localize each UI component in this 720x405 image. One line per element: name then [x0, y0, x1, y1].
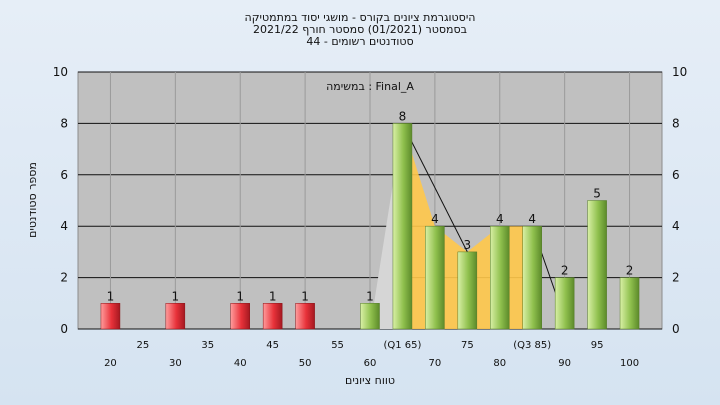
bar-value-label: 5: [593, 187, 601, 201]
x-tick-label-lower: 20: [104, 358, 117, 369]
y-axis-label: מספר סטודנטים: [26, 162, 39, 238]
x-tick-label-upper: (Q3 85): [513, 340, 551, 351]
y-tick-label-left: 8: [60, 116, 68, 130]
bar: [165, 303, 186, 330]
x-tick-label-upper: (Q1 65): [383, 340, 421, 351]
bar-value-label: 1: [236, 289, 244, 303]
x-tick-label-lower: 100: [620, 358, 639, 369]
bar: [425, 225, 445, 330]
bar: [522, 225, 542, 330]
bar: [554, 277, 575, 330]
bar: [100, 303, 121, 330]
trend-line: [401, 123, 468, 253]
y-tick-label-right: 6: [672, 168, 680, 182]
chart-title-line-2: בסמסטר (01/2021) סמסטר חורף 2021/22: [253, 23, 467, 36]
bar: [392, 123, 413, 330]
chart-annotation: במשימה : Final_A: [326, 80, 414, 93]
bar: [490, 225, 510, 330]
y-tick-label-left: 10: [53, 65, 68, 79]
y-tick-label-left: 0: [60, 322, 68, 336]
bar: [295, 303, 315, 330]
bar-value-label: 1: [301, 289, 309, 303]
x-tick-label-upper: 75: [461, 340, 474, 351]
y-tick-label-right: 4: [672, 219, 680, 233]
bar: [619, 277, 640, 330]
x-tick-label-upper: 35: [201, 340, 214, 351]
x-tick-label-upper: 55: [331, 340, 344, 351]
y-tick-label-right: 0: [672, 322, 680, 336]
chart-title-line-3: סטודנטים רשומים - 44: [306, 35, 414, 48]
x-tick-label-upper: 95: [591, 340, 604, 351]
bar: [587, 200, 607, 330]
x-tick-label-lower: 90: [558, 358, 571, 369]
bar: [360, 303, 380, 330]
bar-value-label: 4: [528, 212, 536, 226]
bar-value-label: 2: [561, 264, 569, 278]
bar-value-label: 2: [626, 264, 634, 278]
y-tick-label-left: 4: [60, 219, 68, 233]
x-tick-label-lower: 40: [234, 358, 247, 369]
bar-value-label: 1: [107, 289, 115, 303]
y-tick-label-right: 8: [672, 116, 680, 130]
y-tick-label-left: 2: [60, 271, 68, 285]
bar-value-label: 1: [366, 289, 374, 303]
bar: [262, 303, 283, 330]
bar-value-label: 8: [399, 109, 407, 123]
bar-value-label: 4: [496, 212, 504, 226]
x-tick-label-upper: 25: [137, 340, 150, 351]
x-tick-label-upper: 45: [266, 340, 279, 351]
bar-value-label: 4: [431, 212, 439, 226]
bar-value-label: 3: [464, 238, 472, 252]
bar: [230, 303, 250, 330]
bar: [457, 251, 478, 330]
y-tick-label-right: 10: [672, 65, 687, 79]
bar-value-label: 1: [269, 289, 277, 303]
x-axis-label: טווח ציונים: [345, 374, 395, 387]
x-tick-label-lower: 60: [364, 358, 377, 369]
x-tick-label-lower: 80: [493, 358, 506, 369]
x-tick-label-lower: 70: [429, 358, 442, 369]
y-tick-label-right: 2: [672, 271, 680, 285]
y-tick-label-left: 6: [60, 168, 68, 182]
x-tick-label-lower: 50: [299, 358, 312, 369]
chart-title-line-1: היסטוגרמת ציונים בקורס - מושגי יסוד במתמ…: [244, 11, 476, 24]
x-tick-label-lower: 30: [169, 358, 182, 369]
bar-value-label: 1: [172, 289, 180, 303]
